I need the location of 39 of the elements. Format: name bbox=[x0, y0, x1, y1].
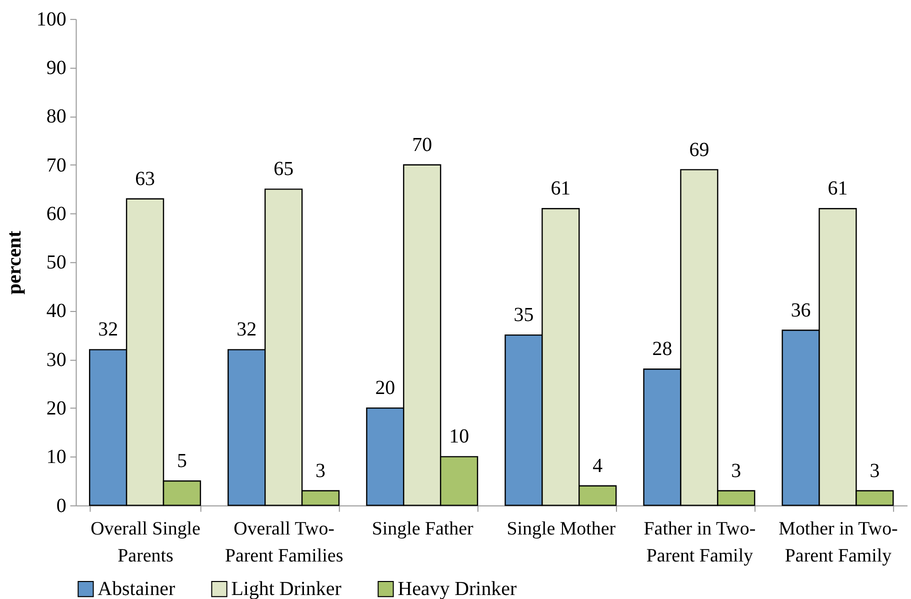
x-tick-label: Single Father bbox=[372, 518, 474, 540]
data-label: 3 bbox=[870, 460, 880, 482]
data-label: 63 bbox=[135, 168, 156, 190]
legend-label: Light Drinker bbox=[231, 578, 342, 599]
y-tick-label: 30 bbox=[46, 348, 66, 371]
y-tick-label: 10 bbox=[46, 446, 66, 468]
y-tick-label: 50 bbox=[46, 252, 66, 274]
data-label: 28 bbox=[652, 338, 672, 360]
y-tick-label: 40 bbox=[46, 300, 66, 322]
y-tick-label: 70 bbox=[46, 154, 66, 176]
data-label: 3 bbox=[316, 460, 326, 482]
data-label: 65 bbox=[274, 158, 294, 180]
data-label: 36 bbox=[790, 299, 811, 322]
data-label: 10 bbox=[449, 426, 470, 448]
data-label: 4 bbox=[592, 454, 603, 477]
x-tick-label: Mother in Two-Parent Family bbox=[778, 518, 898, 567]
data-label: 20 bbox=[375, 377, 396, 400]
data-label: 5 bbox=[176, 450, 187, 472]
legend-label: Abstainer bbox=[98, 578, 176, 599]
y-tick-label: 60 bbox=[46, 202, 66, 225]
y-tick-label: 100 bbox=[36, 8, 66, 30]
x-tick-label: Father in Two-Parent Family bbox=[644, 518, 756, 567]
data-label: 3 bbox=[731, 460, 742, 482]
data-label: 69 bbox=[689, 138, 710, 161]
x-tick-label: Single Mother bbox=[506, 518, 616, 540]
x-tick-label: Overall Single Parents bbox=[90, 518, 200, 567]
data-label: 70 bbox=[412, 134, 432, 156]
data-label: 61 bbox=[550, 178, 571, 200]
y-tick-label: 20 bbox=[46, 398, 66, 420]
data-label: 32 bbox=[236, 318, 257, 341]
x-tick-label: Overall Two-Parent Families bbox=[224, 518, 344, 567]
y-axis-title: percent bbox=[3, 230, 26, 295]
y-tick-label: 90 bbox=[46, 57, 66, 80]
data-label: 61 bbox=[828, 178, 848, 200]
data-label: 32 bbox=[98, 318, 118, 341]
y-tick-label: 80 bbox=[46, 106, 66, 128]
legend-label: Heavy Drinker bbox=[398, 578, 517, 599]
y-tick-label: 0 bbox=[56, 494, 66, 517]
data-label: 35 bbox=[514, 304, 534, 326]
